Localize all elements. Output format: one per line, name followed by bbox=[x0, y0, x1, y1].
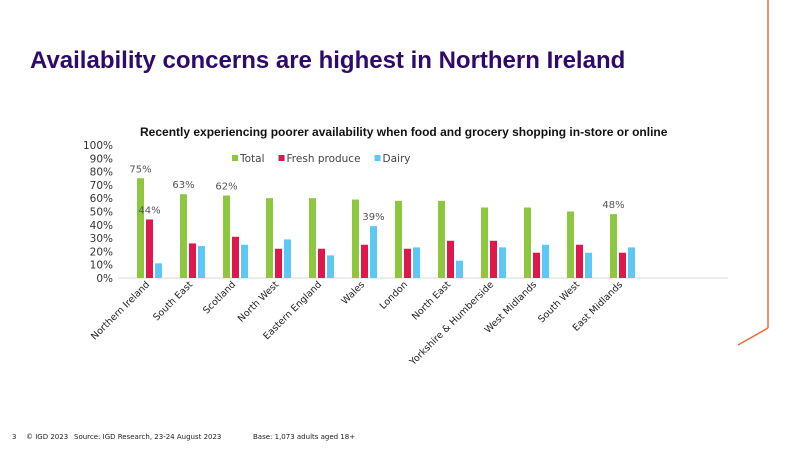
bar-total bbox=[395, 200, 402, 278]
bar-fresh-produce bbox=[361, 244, 368, 278]
bar-dairy bbox=[585, 252, 592, 278]
bar-dairy bbox=[284, 239, 291, 278]
x-category-label: North East bbox=[410, 279, 453, 322]
copyright: © IGD 2023 bbox=[26, 433, 69, 441]
bar-total bbox=[266, 198, 273, 278]
bar-total bbox=[610, 214, 617, 278]
bar-fresh-produce bbox=[189, 243, 196, 278]
data-label: 44% bbox=[138, 205, 160, 216]
bar-fresh-produce bbox=[404, 248, 411, 278]
x-category-label: North West bbox=[236, 279, 281, 324]
bar-dairy bbox=[327, 255, 334, 278]
legend-swatch-dairy bbox=[374, 155, 381, 161]
y-tick-label: 70% bbox=[90, 180, 113, 192]
source-note: Source: IGD Research, 23-24 August 2023 bbox=[74, 433, 222, 441]
y-tick-label: 60% bbox=[90, 193, 113, 205]
data-label: 48% bbox=[602, 200, 624, 211]
data-label: 62% bbox=[215, 182, 237, 193]
x-category-label: Yorkshire & Humberside bbox=[407, 279, 496, 368]
x-category-label: South East bbox=[151, 279, 195, 323]
bar-total bbox=[137, 178, 144, 278]
y-tick-label: 10% bbox=[90, 260, 113, 272]
legend-swatch-total bbox=[232, 155, 238, 161]
accent-line-diagonal bbox=[737, 327, 769, 346]
bar-fresh-produce bbox=[533, 252, 540, 278]
x-category-label: London bbox=[378, 279, 410, 311]
bar-dairy bbox=[628, 247, 635, 278]
bar-fresh-produce bbox=[490, 240, 497, 278]
bar-total bbox=[223, 195, 230, 278]
y-tick-label: 90% bbox=[90, 153, 113, 165]
chart-title: Recently experiencing poorer availabilit… bbox=[140, 125, 668, 139]
y-tick-label: 20% bbox=[90, 246, 113, 258]
bar-total bbox=[524, 207, 531, 278]
bar-fresh-produce bbox=[275, 248, 282, 278]
y-tick-label: 40% bbox=[90, 220, 113, 232]
bar-fresh-produce bbox=[232, 236, 239, 278]
data-label: 75% bbox=[129, 164, 151, 175]
bar-fresh-produce bbox=[146, 219, 153, 278]
bar-total bbox=[180, 194, 187, 278]
legend-label: Fresh produce bbox=[287, 153, 361, 165]
y-tick-label: 50% bbox=[90, 207, 113, 219]
bar-fresh-produce bbox=[619, 252, 626, 278]
bar-fresh-produce bbox=[447, 240, 454, 278]
bar-dairy bbox=[499, 247, 506, 278]
base-note: Base: 1,073 adults aged 18+ bbox=[253, 433, 356, 441]
x-category-label: Wales bbox=[340, 279, 368, 307]
legend-swatch-fresh-produce bbox=[278, 155, 285, 161]
bar-dairy bbox=[155, 263, 162, 278]
bar-dairy bbox=[413, 247, 420, 278]
x-category-label: South West bbox=[536, 279, 582, 325]
y-tick-label: 30% bbox=[90, 233, 113, 245]
page-number: 3 bbox=[12, 433, 17, 441]
x-category-label: Northern Ireland bbox=[89, 279, 152, 342]
page-title: Availability concerns are highest in Nor… bbox=[30, 47, 626, 74]
y-tick-label: 0% bbox=[96, 273, 113, 285]
bar-total bbox=[438, 200, 445, 278]
bar-dairy bbox=[456, 260, 463, 278]
data-label: 63% bbox=[172, 180, 194, 191]
y-tick-label: 80% bbox=[90, 167, 113, 179]
bar-fresh-produce bbox=[576, 244, 583, 278]
data-label: 39% bbox=[362, 212, 384, 223]
legend-label: Total bbox=[239, 153, 265, 165]
bar-dairy bbox=[198, 246, 205, 278]
bar-total bbox=[309, 198, 316, 278]
y-tick-label: 100% bbox=[83, 140, 113, 152]
bar-dairy bbox=[241, 244, 248, 278]
x-category-label: Scotland bbox=[201, 279, 238, 316]
bar-total bbox=[567, 211, 574, 278]
bar-dairy bbox=[370, 226, 377, 278]
bar-dairy bbox=[542, 244, 549, 278]
bar-total bbox=[352, 199, 359, 278]
bar-fresh-produce bbox=[318, 248, 325, 278]
bar-total bbox=[481, 207, 488, 278]
legend-label: Dairy bbox=[383, 153, 411, 165]
